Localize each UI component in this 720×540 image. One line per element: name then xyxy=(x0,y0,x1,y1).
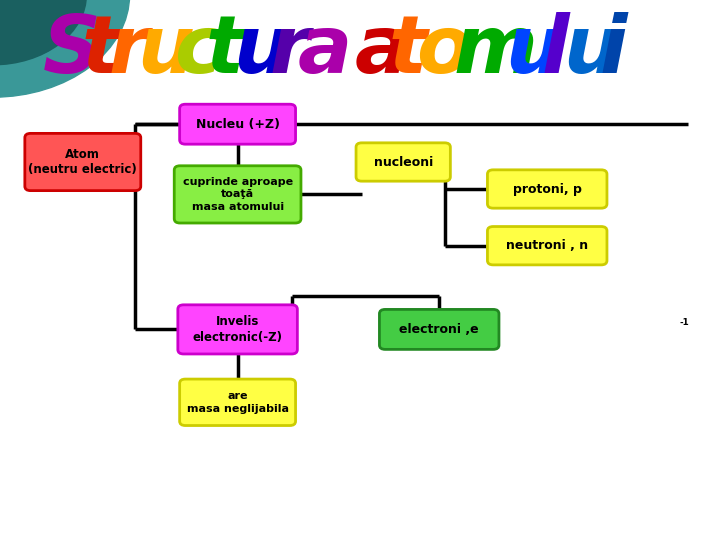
Text: neutroni , n: neutroni , n xyxy=(506,239,588,252)
Text: o: o xyxy=(416,12,472,90)
FancyBboxPatch shape xyxy=(356,143,451,181)
Text: Nucleu (+Z): Nucleu (+Z) xyxy=(196,118,279,131)
FancyBboxPatch shape xyxy=(487,170,607,208)
Text: u: u xyxy=(138,12,195,90)
Text: u: u xyxy=(505,12,563,90)
Text: t: t xyxy=(206,12,244,90)
FancyBboxPatch shape xyxy=(379,309,499,349)
Text: protoni, p: protoni, p xyxy=(513,183,582,195)
Text: l: l xyxy=(541,12,569,90)
Text: nucleoni: nucleoni xyxy=(374,156,433,168)
Text: m: m xyxy=(454,12,537,90)
Text: i: i xyxy=(599,12,626,90)
Text: are
masa neglijabila: are masa neglijabila xyxy=(186,391,289,414)
Text: cuprinde aproape
toaţă
masa atomului: cuprinde aproape toaţă masa atomului xyxy=(183,177,292,212)
Text: a: a xyxy=(298,12,353,90)
Text: t: t xyxy=(81,12,120,90)
FancyBboxPatch shape xyxy=(180,104,296,144)
Circle shape xyxy=(0,0,130,97)
FancyBboxPatch shape xyxy=(178,305,297,354)
Text: S: S xyxy=(43,12,102,90)
Text: u: u xyxy=(563,12,621,90)
Text: Atom
(neutru electric): Atom (neutru electric) xyxy=(28,147,138,177)
Text: u: u xyxy=(233,12,291,90)
FancyBboxPatch shape xyxy=(180,379,296,426)
FancyBboxPatch shape xyxy=(487,226,607,265)
FancyBboxPatch shape xyxy=(174,166,301,223)
Circle shape xyxy=(0,0,86,65)
Text: Invelis
electronic(-Z): Invelis electronic(-Z) xyxy=(193,315,283,344)
Text: electroni ,e: electroni ,e xyxy=(400,323,479,336)
Text: a: a xyxy=(354,12,409,90)
Text: r: r xyxy=(269,12,309,90)
Text: -1: -1 xyxy=(680,318,690,327)
Text: t: t xyxy=(389,12,427,90)
FancyBboxPatch shape xyxy=(25,133,141,191)
Text: r: r xyxy=(109,12,148,90)
Text: c: c xyxy=(174,12,221,90)
